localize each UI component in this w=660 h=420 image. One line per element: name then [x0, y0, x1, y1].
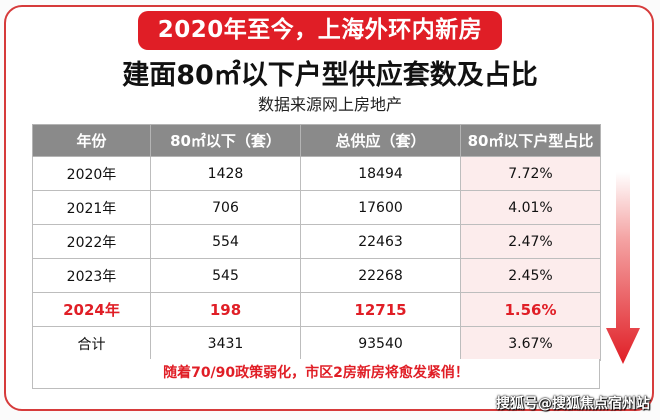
cell-ratio: 2.45% [460, 258, 601, 293]
cell-ratio: 1.56% [460, 292, 601, 327]
cell-small-units: 554 [150, 224, 301, 259]
policy-note: 随着70/90政策弱化，市区2房新房将愈发紧俏！ [32, 359, 600, 389]
cell-small-units: 706 [150, 190, 301, 225]
cell-small-units: 198 [150, 292, 301, 327]
cell-total-supply: 22268 [300, 258, 461, 293]
cell-year: 合计 [32, 326, 151, 361]
banner-title: 2020年至今，上海外环内新房 [138, 11, 502, 50]
headline: 建面80㎡以下户型供应套数及占比 [122, 60, 538, 91]
cell-ratio: 2.47% [460, 224, 601, 259]
data-source-label: 数据来源网上房地产 [257, 95, 402, 114]
table-row: 2020年 1428 18494 7.72% [32, 156, 601, 191]
cell-year: 2020年 [32, 156, 151, 191]
cell-small-units: 545 [150, 258, 301, 293]
watermark: 搜狐号@搜狐焦点宿州站 [496, 396, 650, 412]
cell-year: 2022年 [32, 224, 151, 259]
cell-ratio: 3.67% [460, 326, 601, 361]
table-row: 2022年 554 22463 2.47% [32, 224, 601, 259]
table-row: 2021年 706 17600 4.01% [32, 190, 601, 225]
cell-total-supply: 18494 [300, 156, 461, 191]
cell-small-units: 1428 [150, 156, 301, 191]
cell-total-supply: 93540 [300, 326, 461, 361]
table-row: 2023年 545 22268 2.45% [32, 258, 601, 293]
table-row-highlighted: 2024年 198 12715 1.56% [32, 292, 601, 327]
cell-year: 2021年 [32, 190, 151, 225]
cell-total-supply: 17600 [300, 190, 461, 225]
cell-total-supply: 12715 [300, 292, 461, 327]
supply-table: 年份 80㎡以下（套） 总供应（套） 80㎡以下户型占比 2020年 1428 … [32, 124, 601, 361]
column-header-total-supply: 总供应（套） [300, 124, 461, 157]
cell-ratio: 4.01% [460, 190, 601, 225]
downward-trend-arrow-icon [606, 172, 640, 364]
cell-year: 2023年 [32, 258, 151, 293]
cell-year: 2024年 [32, 292, 151, 327]
cell-ratio: 7.72% [460, 156, 601, 191]
table-row-total: 合计 3431 93540 3.67% [32, 326, 601, 361]
column-header-small-units: 80㎡以下（套） [150, 124, 301, 157]
cell-total-supply: 22463 [300, 224, 461, 259]
column-header-year: 年份 [32, 124, 151, 157]
cell-small-units: 3431 [150, 326, 301, 361]
table-header-row: 年份 80㎡以下（套） 总供应（套） 80㎡以下户型占比 [32, 124, 601, 157]
column-header-ratio: 80㎡以下户型占比 [460, 124, 601, 157]
